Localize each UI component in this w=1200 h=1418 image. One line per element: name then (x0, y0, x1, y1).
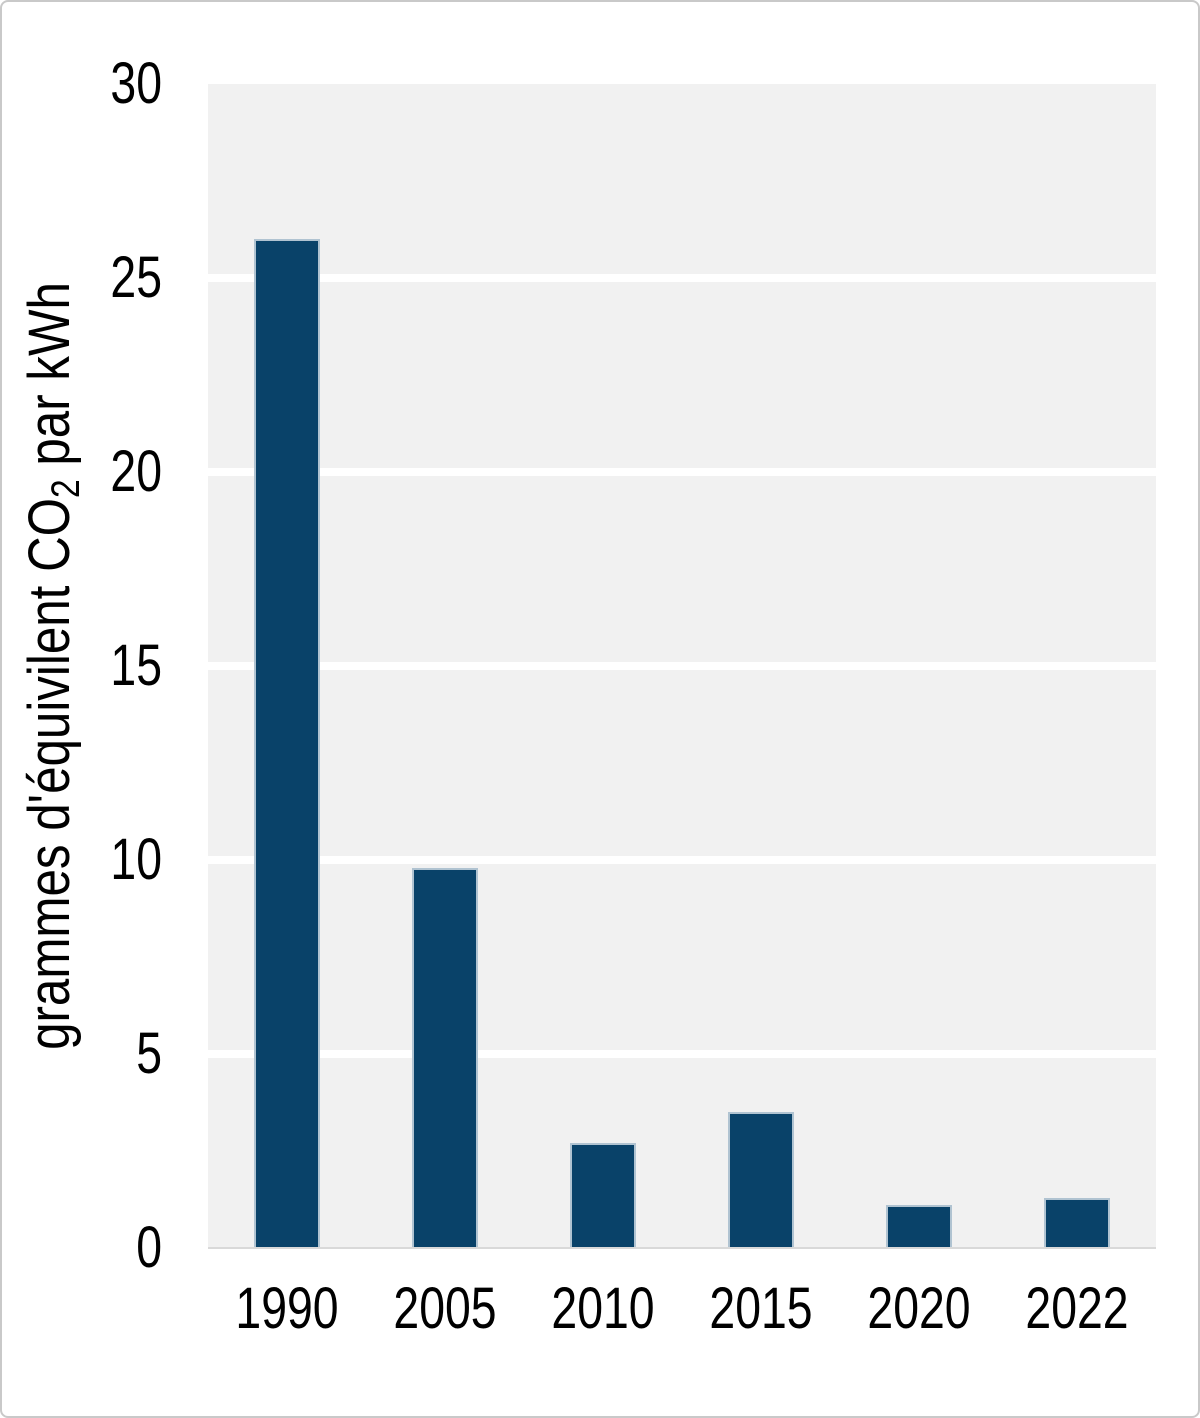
y-tick-label-5: 5 (136, 1021, 162, 1086)
bar-2020 (886, 1205, 952, 1248)
y-axis-title-prefix: grammes d'équivilent CO (17, 497, 82, 1050)
gridline-y-20 (208, 468, 1156, 476)
plot-area (208, 84, 1156, 1248)
x-tick-label-2005: 2005 (393, 1276, 497, 1341)
gridline-y-25 (208, 274, 1156, 282)
y-tick-label-10: 10 (110, 827, 162, 892)
y-tick-label-0: 0 (136, 1215, 162, 1280)
gridline-y-5 (208, 1050, 1156, 1058)
bar-2010 (570, 1143, 636, 1248)
x-tick-label-2022: 2022 (1025, 1276, 1129, 1341)
y-tick-label-25: 25 (110, 245, 162, 310)
gridline-y-10 (208, 856, 1156, 864)
x-tick-label-2020: 2020 (867, 1276, 971, 1341)
y-tick-label-20: 20 (110, 439, 162, 504)
bar-1990 (254, 239, 320, 1248)
x-tick-label-2010: 2010 (551, 1276, 655, 1341)
y-tick-label-30: 30 (110, 51, 162, 116)
x-axis-line (208, 1247, 1156, 1249)
y-tick-label-15: 15 (110, 633, 162, 698)
bar-2015 (728, 1112, 794, 1248)
gridline-y-15 (208, 662, 1156, 670)
x-tick-label-1990: 1990 (235, 1276, 339, 1341)
bar-2005 (412, 867, 478, 1248)
x-tick-label-2015: 2015 (709, 1276, 813, 1341)
bar-2022 (1044, 1197, 1110, 1248)
